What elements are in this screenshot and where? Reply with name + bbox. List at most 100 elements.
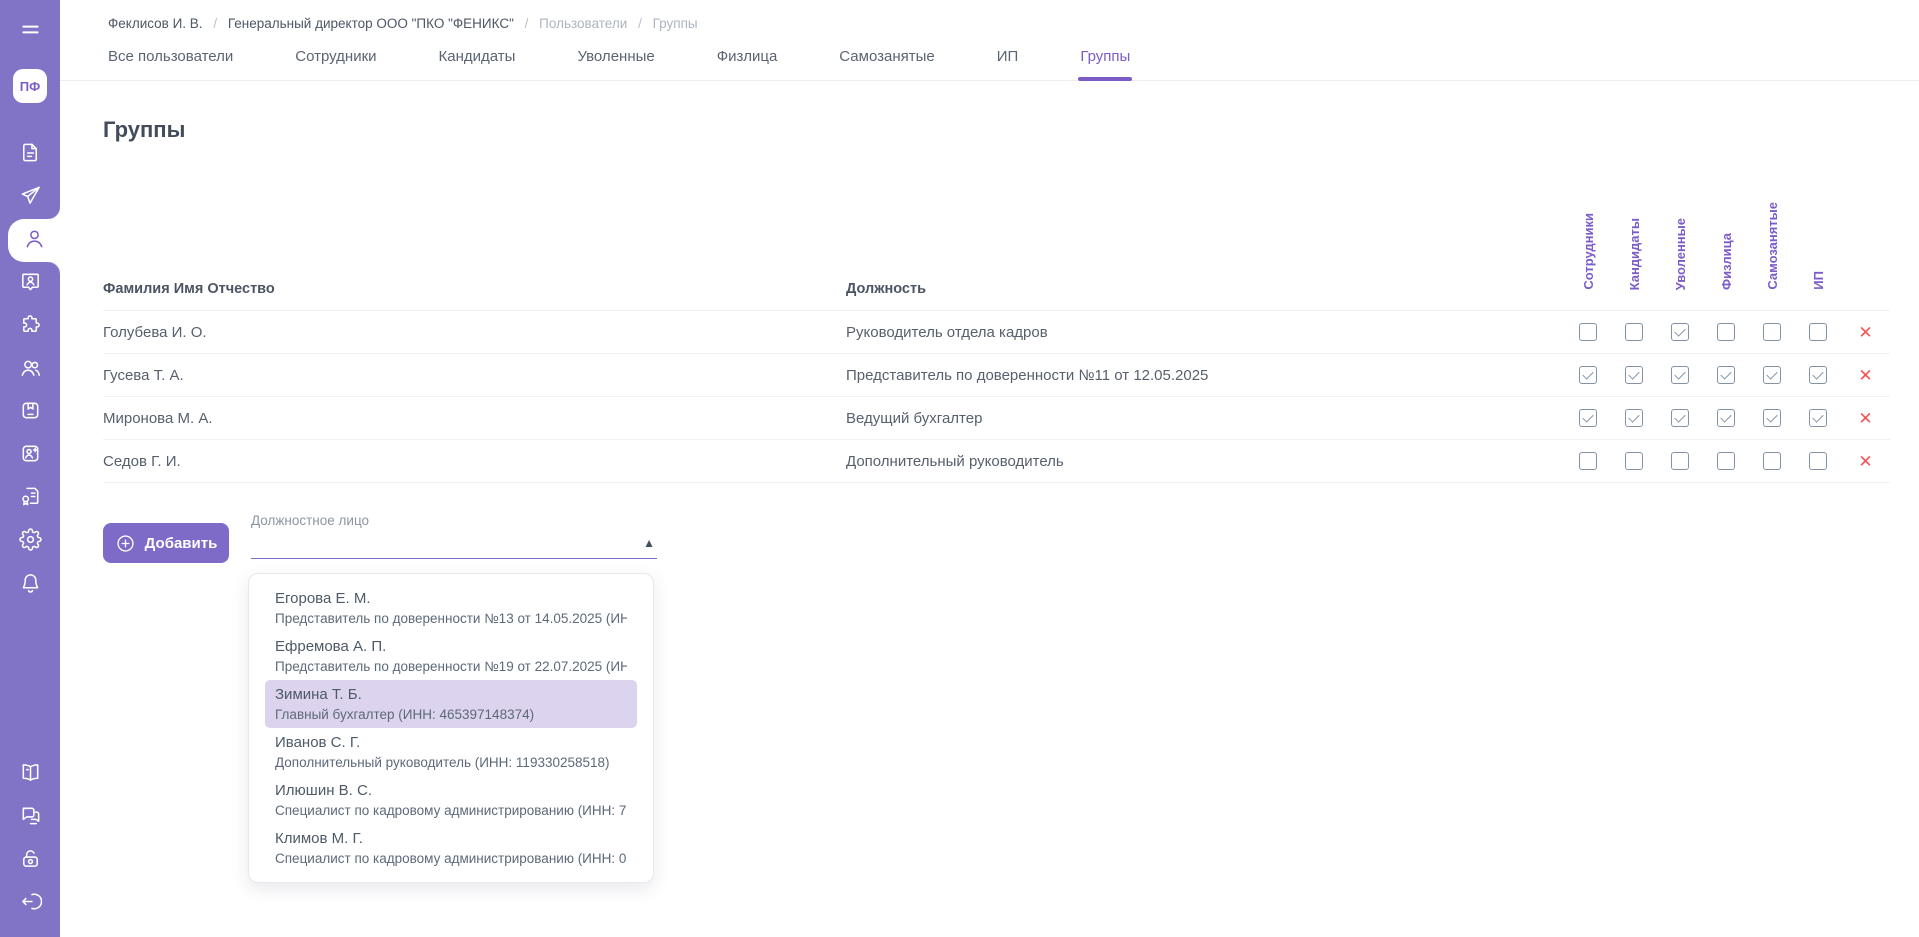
group-checkbox-employees[interactable] <box>1579 323 1597 341</box>
group-checkbox-candidates[interactable] <box>1625 452 1643 470</box>
sidebar-item-logout[interactable] <box>0 882 60 925</box>
delete-row-button[interactable]: ✕ <box>1858 322 1873 342</box>
tab-groups[interactable]: Группы <box>1078 48 1133 81</box>
sidebar-item-documents[interactable] <box>0 133 60 176</box>
tab-dismissed[interactable]: Уволенные <box>577 48 655 65</box>
sidebar-item-add-user[interactable] <box>0 434 60 477</box>
id-badge-icon <box>19 270 42 298</box>
option-description: Представитель по доверенности №19 от 22.… <box>275 659 627 674</box>
caret-up-icon[interactable]: ▲ <box>643 536 655 550</box>
hamburger-icon <box>19 18 42 46</box>
tab-candidates[interactable]: Кандидаты <box>438 48 516 65</box>
group-checkbox-candidates[interactable] <box>1625 409 1643 427</box>
position-cell: Ведущий бухгалтер <box>846 409 983 427</box>
sidebar-item-support[interactable] <box>0 796 60 839</box>
open-book-icon <box>19 761 42 789</box>
page-title: Группы <box>103 117 186 142</box>
bell-icon <box>19 571 42 599</box>
breadcrumb-role[interactable]: Генеральный директор ООО "ПКО "ФЕНИКС" <box>227 16 514 31</box>
listbox-option[interactable]: Егорова Е. М. Представитель по доверенно… <box>265 584 637 632</box>
position-cell: Представитель по доверенности №11 от 12.… <box>846 366 1209 384</box>
delete-row-button[interactable]: ✕ <box>1858 408 1873 428</box>
listbox-option[interactable]: Илюшин В. С. Специалист по кадровому адм… <box>265 776 637 824</box>
document-icon <box>19 141 42 169</box>
group-checkbox-individuals[interactable] <box>1717 366 1735 384</box>
tab-individuals[interactable]: Физлица <box>716 48 778 65</box>
app-logo[interactable]: ПФ <box>13 69 47 103</box>
sidebar-item-send[interactable] <box>0 176 60 219</box>
breadcrumb-separator: / <box>524 16 529 31</box>
group-checkbox-individuals[interactable] <box>1717 323 1735 341</box>
sidebar-item-profile-card[interactable] <box>0 262 60 305</box>
group-checkbox-employees[interactable] <box>1579 409 1597 427</box>
group-checkbox-dismissed[interactable] <box>1671 366 1689 384</box>
column-header-self-employed: Самозанятые <box>1764 202 1780 290</box>
group-checkbox-employees[interactable] <box>1579 366 1597 384</box>
position-cell: Руководитель отдела кадров <box>846 323 1048 341</box>
tab-all-users[interactable]: Все пользователи <box>108 48 234 65</box>
listbox-option[interactable]: Зимина Т. Б. Главный бухгалтер (ИНН: 465… <box>265 680 637 728</box>
group-checkbox-entrepreneurs[interactable] <box>1809 323 1827 341</box>
group-checkbox-entrepreneurs[interactable] <box>1809 452 1827 470</box>
tab-employees[interactable]: Сотрудники <box>295 48 377 65</box>
sidebar-item-certificates[interactable] <box>0 477 60 520</box>
sidebar-item-settings[interactable] <box>0 520 60 563</box>
table-row: Гусева Т. А. Представитель по довереннос… <box>103 354 1890 397</box>
listbox-option[interactable]: Иванов С. Г. Дополнительный руководитель… <box>265 728 637 776</box>
option-name: Климов М. Г. <box>275 830 363 847</box>
menu-button[interactable] <box>0 10 60 53</box>
add-official-controls: Добавить Должностное лицо ▲ Егорова Е. М… <box>103 483 1890 883</box>
group-checkbox-dismissed[interactable] <box>1671 409 1689 427</box>
tab-entrepreneurs[interactable]: ИП <box>996 48 1019 65</box>
sidebar-item-integrations[interactable] <box>0 305 60 348</box>
breadcrumb-users[interactable]: Пользователи <box>539 16 628 31</box>
group-checkbox-dismissed[interactable] <box>1671 452 1689 470</box>
add-user-icon <box>19 442 42 470</box>
sidebar-item-notifications[interactable] <box>0 563 60 606</box>
breadcrumb-separator: / <box>213 16 218 31</box>
sidebar-item-security[interactable] <box>0 839 60 882</box>
official-person-listbox: Егорова Е. М. Представитель по доверенно… <box>248 573 654 883</box>
add-button[interactable]: Добавить <box>103 523 229 563</box>
sidebar-item-users[interactable] <box>8 207 60 274</box>
breadcrumb-groups[interactable]: Группы <box>652 16 698 31</box>
option-name: Илюшин В. С. <box>275 782 372 799</box>
user-name-cell: Голубева И. О. <box>103 323 207 341</box>
listbox-option[interactable]: Климов М. Г. Специалист по кадровому адм… <box>265 824 637 872</box>
table-row: Седов Г. И. Дополнительный руководитель … <box>103 440 1890 483</box>
option-name: Иванов С. Г. <box>275 734 361 751</box>
sidebar-item-archive[interactable] <box>0 391 60 434</box>
user-name-cell: Миронова М. А. <box>103 409 213 427</box>
group-checkbox-self-employed[interactable] <box>1763 366 1781 384</box>
column-header-name: Фамилия Имя Отчество <box>103 281 275 297</box>
tab-self-employed[interactable]: Самозанятые <box>839 48 935 65</box>
user-icon <box>23 227 46 255</box>
group-checkbox-individuals[interactable] <box>1717 409 1735 427</box>
sidebar-item-docs-help[interactable] <box>0 753 60 796</box>
group-checkbox-entrepreneurs[interactable] <box>1809 366 1827 384</box>
option-name: Егорова Е. М. <box>275 590 371 607</box>
option-description: Представитель по доверенности №13 от 14.… <box>275 611 627 626</box>
sidebar-item-teams[interactable] <box>0 348 60 391</box>
delete-row-button[interactable]: ✕ <box>1858 365 1873 385</box>
official-person-input[interactable] <box>251 534 644 552</box>
user-name-cell: Седов Г. И. <box>103 452 181 470</box>
group-checkbox-candidates[interactable] <box>1625 366 1643 384</box>
table-header: Фамилия Имя Отчество Должность Сотрудник… <box>103 143 1890 311</box>
breadcrumb-separator: / <box>638 16 642 31</box>
group-checkbox-self-employed[interactable] <box>1763 323 1781 341</box>
breadcrumb-user[interactable]: Феклисов И. В. <box>108 16 203 31</box>
group-checkbox-dismissed[interactable] <box>1671 323 1689 341</box>
group-checkbox-self-employed[interactable] <box>1763 452 1781 470</box>
group-checkbox-candidates[interactable] <box>1625 323 1643 341</box>
tab-bar: Все пользователи Сотрудники Кандидаты Ув… <box>60 48 1919 81</box>
option-description: Специалист по кадровому администрировани… <box>275 851 627 866</box>
logout-icon <box>19 890 42 918</box>
listbox-option[interactable]: Ефремова А. П. Представитель по доверенн… <box>265 632 637 680</box>
option-name: Ефремова А. П. <box>275 638 387 655</box>
group-checkbox-employees[interactable] <box>1579 452 1597 470</box>
delete-row-button[interactable]: ✕ <box>1858 451 1873 471</box>
group-checkbox-entrepreneurs[interactable] <box>1809 409 1827 427</box>
group-checkbox-self-employed[interactable] <box>1763 409 1781 427</box>
group-checkbox-individuals[interactable] <box>1717 452 1735 470</box>
